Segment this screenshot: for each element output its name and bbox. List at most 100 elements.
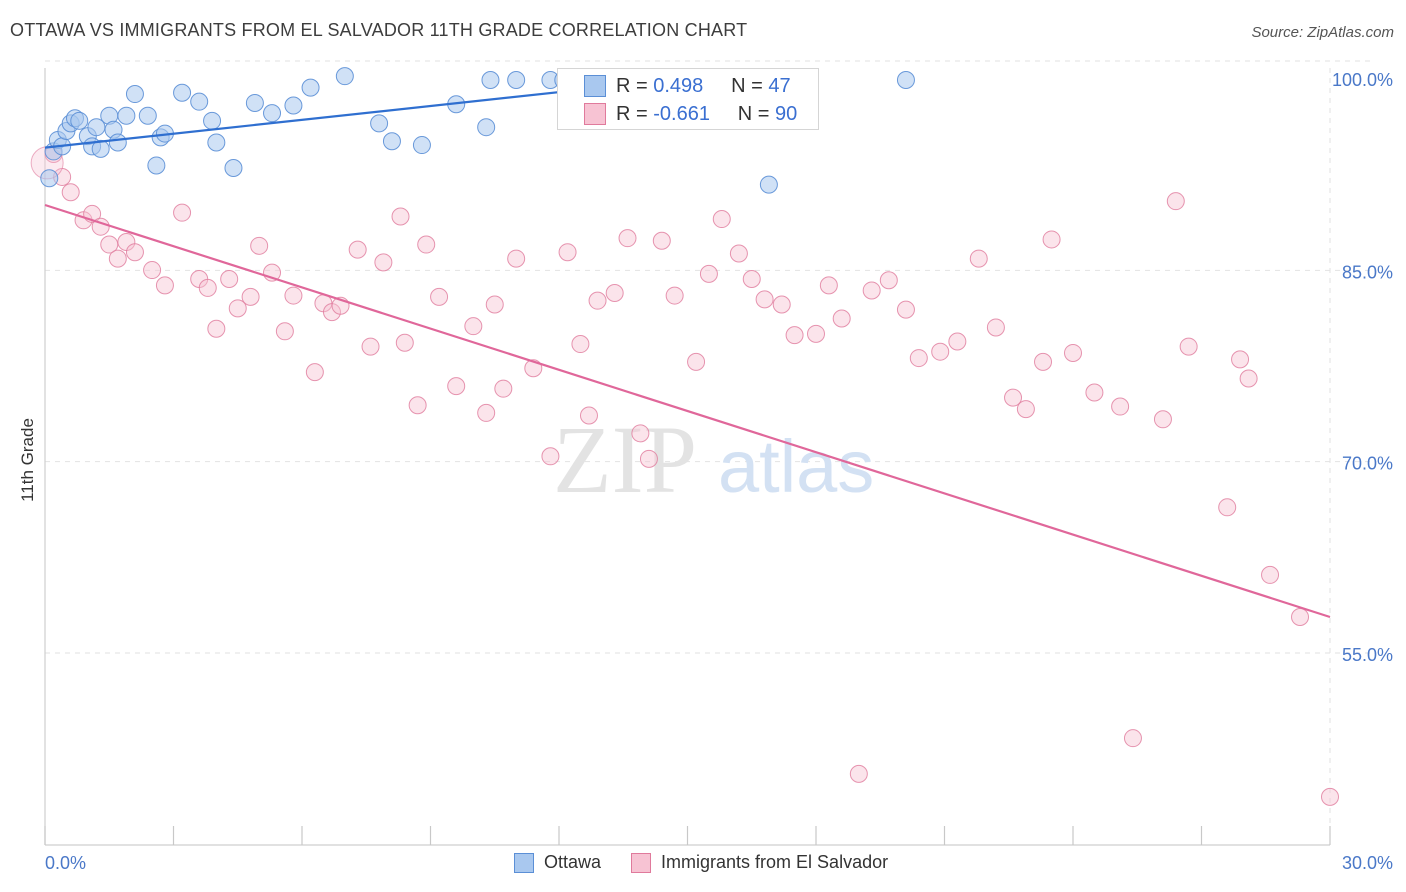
ottawa-point bbox=[173, 83, 192, 102]
ottawa-point bbox=[245, 93, 264, 112]
elsal-point bbox=[1123, 729, 1142, 748]
stats-row-ottawa: R = 0.498 N = 47 bbox=[584, 73, 791, 99]
elsal-point bbox=[729, 244, 748, 263]
chart-title: OTTAWA VS IMMIGRANTS FROM EL SALVADOR 11… bbox=[10, 20, 748, 40]
elsal-point bbox=[541, 447, 560, 466]
elsal-point bbox=[571, 335, 590, 354]
elsal-point bbox=[742, 269, 761, 288]
ottawa-point bbox=[207, 133, 226, 152]
x-tick-label: 30.0% bbox=[1342, 853, 1393, 873]
elsal-point bbox=[605, 284, 624, 303]
legend-item-ottawa[interactable]: Ottawa bbox=[514, 852, 601, 873]
ottawa-point bbox=[412, 136, 431, 155]
elsal-point bbox=[558, 243, 577, 262]
y-tick-label: 70.0% bbox=[1342, 454, 1393, 474]
ottawa-point bbox=[190, 92, 209, 111]
elsal-point bbox=[507, 249, 526, 268]
elsal-point bbox=[618, 229, 637, 248]
series-elsal-points bbox=[30, 144, 1339, 806]
elsal-point bbox=[785, 326, 804, 345]
elsal-point bbox=[464, 317, 483, 336]
elsal-point bbox=[143, 261, 162, 280]
ottawa-point bbox=[91, 139, 110, 158]
elsal-point bbox=[712, 210, 731, 229]
watermark-zip: ZIP bbox=[553, 406, 697, 513]
elsal-point bbox=[909, 349, 928, 368]
elsal-point bbox=[275, 322, 294, 341]
elsal-point bbox=[1085, 383, 1104, 402]
elsal-point bbox=[100, 235, 119, 254]
elsal-point bbox=[155, 276, 174, 295]
n-label: N = bbox=[737, 102, 770, 125]
ottawa-point bbox=[138, 106, 157, 125]
elsal-point bbox=[639, 449, 658, 468]
elsal-point bbox=[305, 363, 324, 382]
elsal-point bbox=[198, 278, 217, 297]
elsal-point bbox=[631, 424, 650, 443]
watermark: ZIP atlas bbox=[553, 406, 874, 513]
ottawa-point bbox=[147, 156, 166, 175]
elsal-point bbox=[408, 396, 427, 415]
stats-legend: R = 0.498 N = 47 R = -0.661 N = 90 bbox=[557, 68, 819, 130]
grid bbox=[45, 60, 1370, 845]
source-label: Source: ZipAtlas.com bbox=[1251, 24, 1394, 41]
elsal-swatch bbox=[584, 103, 606, 125]
elsal-point bbox=[1064, 343, 1082, 362]
ottawa-point bbox=[507, 71, 526, 89]
legend-label-elsal: Immigrants from El Salvador bbox=[661, 852, 889, 872]
elsal-point bbox=[896, 300, 915, 319]
ottawa-r-value: 0.498 bbox=[653, 74, 704, 97]
elsal-r-value: -0.661 bbox=[653, 102, 710, 125]
elsal-point bbox=[665, 286, 684, 305]
ottawa-point bbox=[481, 71, 500, 89]
elsal-point bbox=[819, 276, 838, 295]
ottawa-point bbox=[87, 118, 106, 137]
elsal-point bbox=[241, 287, 260, 306]
elsal-point bbox=[447, 377, 466, 396]
ottawa-point bbox=[335, 67, 354, 86]
elsal-point bbox=[250, 236, 269, 255]
tick-labels: 55.0% 70.0% 85.0% 100.0% 0.0% 30.0% bbox=[45, 70, 1393, 873]
r-label: R = bbox=[616, 102, 648, 125]
elsal-point bbox=[948, 332, 967, 351]
ottawa-point bbox=[263, 104, 282, 123]
elsal-point bbox=[1004, 388, 1023, 407]
elsal-point bbox=[485, 295, 504, 314]
elsal-point bbox=[494, 379, 513, 398]
elsal-point bbox=[125, 243, 144, 262]
elsal-point bbox=[1218, 498, 1237, 517]
watermark-atlas: atlas bbox=[718, 425, 874, 508]
ottawa-point bbox=[125, 85, 144, 104]
elsal-point bbox=[1291, 608, 1310, 627]
elsal-point bbox=[807, 324, 825, 343]
elsal-point bbox=[1153, 410, 1172, 429]
elsal-point bbox=[391, 207, 410, 226]
y-axis-label: 11th Grade bbox=[18, 418, 37, 502]
legend-item-elsal[interactable]: Immigrants from El Salvador bbox=[631, 852, 888, 873]
elsal-point bbox=[1034, 352, 1053, 371]
y-tick-label: 100.0% bbox=[1332, 70, 1393, 90]
ottawa-point bbox=[284, 96, 303, 115]
elsal-point bbox=[588, 291, 607, 310]
ottawa-point bbox=[224, 159, 243, 178]
elsal-point bbox=[207, 319, 226, 338]
elsal-legend-swatch bbox=[631, 852, 652, 873]
x-tick-label: 0.0% bbox=[45, 853, 86, 873]
ottawa-legend-swatch bbox=[514, 852, 534, 873]
elsal-point bbox=[228, 299, 247, 318]
ottawa-swatch bbox=[584, 75, 606, 97]
elsal-point bbox=[931, 342, 950, 361]
ottawa-point bbox=[370, 114, 389, 133]
bottom-legend: Ottawa Immigrants from El Salvador bbox=[514, 852, 918, 873]
elsal-point bbox=[1042, 230, 1061, 249]
ottawa-n-value: 47 bbox=[768, 74, 791, 97]
elsal-point bbox=[220, 269, 239, 288]
elsal-point bbox=[699, 264, 718, 283]
elsal-point bbox=[862, 281, 881, 300]
elsal-point bbox=[579, 406, 598, 425]
elsal-point bbox=[1166, 192, 1185, 211]
elsal-point bbox=[173, 203, 192, 222]
y-tick-label: 85.0% bbox=[1342, 262, 1393, 282]
elsal-point bbox=[417, 235, 436, 254]
